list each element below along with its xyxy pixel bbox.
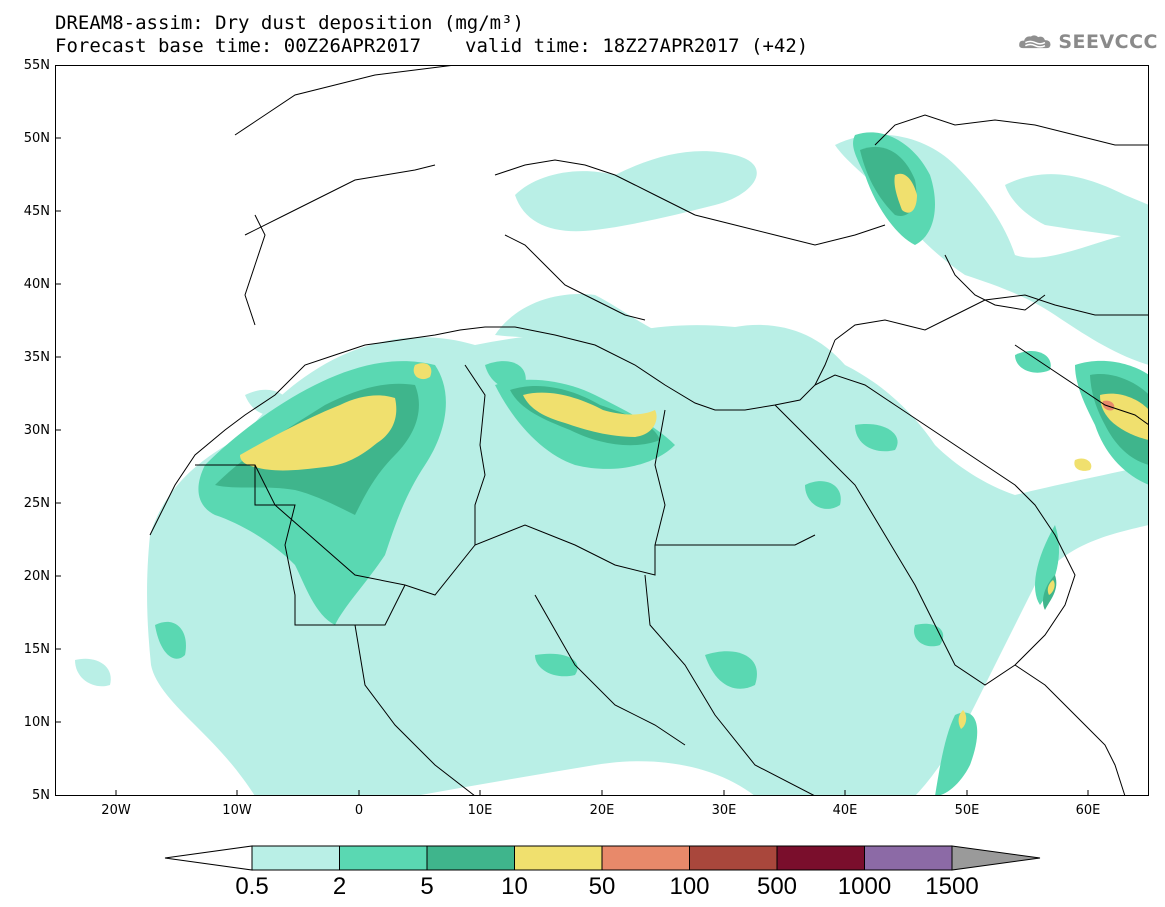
colorbar-over-arrow <box>951 845 1041 871</box>
lat-label: 30N <box>23 423 50 438</box>
cloud-icon <box>1019 35 1051 49</box>
colorbar-swatch <box>864 845 953 871</box>
lon-label: 10E <box>467 803 493 818</box>
colorbar-swatch <box>689 845 778 871</box>
lat-label: 15N <box>23 642 50 657</box>
colorbar-under-arrow <box>164 845 253 871</box>
colorbar-label: 100 <box>669 873 710 900</box>
colorbar-label: 50 <box>588 873 616 900</box>
logo-text: SEEVCCC <box>1058 31 1158 53</box>
lon-label: 40E <box>832 803 858 818</box>
colorbar-label: 500 <box>756 873 798 900</box>
colorbar-swatch <box>339 845 428 871</box>
lon-label: 60E <box>1075 803 1101 818</box>
colorbar-label: 1500 <box>925 873 979 900</box>
lon-label: 50E <box>954 803 980 818</box>
map-title: DREAM8-assim: Dry dust deposition (mg/m³… <box>55 12 524 34</box>
lon-label: 0 <box>354 803 364 818</box>
lon-label: 30E <box>711 803 737 818</box>
lat-label: 40N <box>23 277 50 292</box>
colorbar-swatch <box>251 845 340 871</box>
lat-label: 35N <box>23 350 50 365</box>
lat-label: 50N <box>23 131 50 146</box>
country-boundaries <box>149 65 1149 796</box>
dust-map <box>55 65 1149 796</box>
dust-contours <box>75 132 1149 796</box>
colorbar-label: 1000 <box>837 873 892 900</box>
seevccc-logo: SEEVCCC <box>1018 26 1158 58</box>
colorbar-label: 0.5 <box>235 873 269 900</box>
base-time: Forecast base time: 00Z26APR2017 <box>55 35 422 57</box>
map-ticks <box>55 137 1089 796</box>
lat-label: 55N <box>23 58 50 73</box>
lat-label: 45N <box>23 204 50 219</box>
lon-label: 10W <box>222 803 252 818</box>
colorbar <box>164 845 1041 871</box>
lat-label: 5N <box>32 788 50 803</box>
colorbar-swatch <box>601 845 690 871</box>
lon-label: 20E <box>589 803 615 818</box>
colorbar-swatch <box>514 845 603 871</box>
time-info: Forecast base time: 00Z26APR2017 valid ti… <box>55 36 808 56</box>
colorbar-swatch <box>426 845 515 871</box>
lat-label: 10N <box>23 715 50 730</box>
colorbar-label: 2 <box>332 873 347 900</box>
lat-label: 25N <box>23 496 50 511</box>
lon-label: 20W <box>101 803 131 818</box>
colorbar-label: 10 <box>501 873 528 900</box>
colorbar-swatch <box>776 845 865 871</box>
colorbar-label: 5 <box>420 873 434 900</box>
lat-label: 20N <box>23 569 50 584</box>
valid-time: valid time: 18Z27APR2017 (+42) <box>465 35 809 57</box>
